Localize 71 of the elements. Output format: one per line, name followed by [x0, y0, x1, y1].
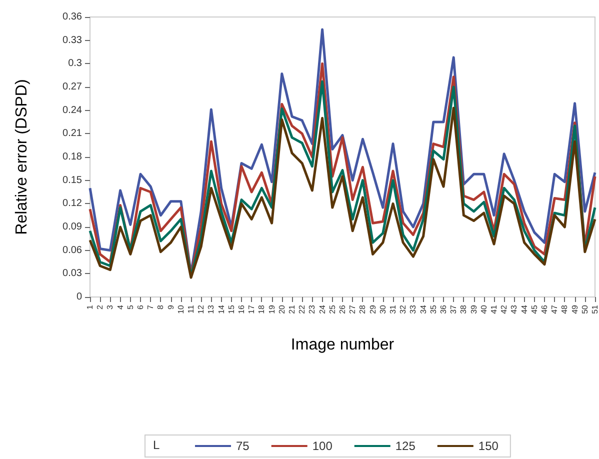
x-tick-label: 12 — [196, 304, 206, 314]
y-tick-label: 0.24 — [62, 104, 82, 116]
legend-label: 100 — [312, 439, 333, 453]
x-tick-label: 29 — [368, 304, 378, 314]
y-tick-label: 0.06 — [62, 244, 82, 256]
x-tick-label: 7 — [146, 304, 156, 310]
x-tick-label: 43 — [510, 304, 519, 314]
x-tick-label: 10 — [176, 304, 186, 314]
x-tick-label: 30 — [378, 304, 388, 314]
x-tick-label: 27 — [348, 304, 358, 314]
x-tick-label: 40 — [479, 304, 488, 314]
x-tick-label: 18 — [257, 304, 266, 314]
x-tick-label: 23 — [308, 304, 317, 314]
x-tick-label: 26 — [338, 304, 347, 314]
x-tick-label: 44 — [520, 304, 529, 314]
legend-label: 75 — [236, 439, 250, 453]
x-tick-label: 46 — [540, 304, 549, 314]
x-tick-label: 15 — [226, 304, 236, 314]
x-tick-label: 17 — [247, 304, 256, 314]
legend-label: 150 — [478, 439, 499, 453]
y-tick-label: 0 — [76, 292, 82, 302]
x-tick-label: 51 — [590, 304, 599, 314]
x-tick-label: 13 — [206, 304, 216, 314]
x-tick-label: 47 — [550, 304, 560, 314]
y-tick-label: 0.09 — [62, 222, 82, 232]
y-tick-label: 0.3 — [68, 58, 82, 70]
x-tick-label: 21 — [288, 304, 296, 314]
x-tick-label: 50 — [580, 304, 590, 314]
x-tick-label: 48 — [560, 304, 570, 314]
x-axis-title: Image number — [290, 336, 395, 354]
x-tick-label: 16 — [237, 304, 246, 314]
x-tick-label: 6 — [136, 304, 145, 310]
y-tick-label: 0.27 — [62, 82, 82, 92]
y-tick-label: 0.36 — [62, 12, 82, 22]
x-tick-label: 45 — [530, 304, 539, 314]
x-tick-label: 1 — [86, 304, 94, 310]
x-tick-label: 42 — [500, 304, 509, 314]
x-tick-label: 25 — [328, 304, 337, 314]
x-tick-label: 4 — [116, 304, 125, 310]
x-tick-label: 3 — [106, 304, 115, 310]
y-tick-label: 0.21 — [62, 128, 82, 140]
legend-label: 125 — [395, 439, 416, 453]
x-tick-label: 38 — [459, 304, 468, 314]
x-tick-label: 8 — [156, 304, 166, 310]
x-tick-label: 49 — [570, 304, 580, 314]
y-tick-label: 0.03 — [62, 268, 82, 280]
y-tick-label: 0.12 — [62, 198, 82, 210]
x-tick-label: 5 — [126, 304, 135, 310]
y-axis-title: Relative error (DSPD) — [14, 79, 30, 235]
legend-title: L — [153, 438, 160, 452]
x-tick-label: 11 — [186, 304, 196, 314]
x-tick-label: 35 — [428, 304, 438, 314]
y-tick-label: 0.33 — [62, 34, 82, 46]
x-tick-label: 20 — [277, 304, 286, 314]
x-tick-label: 28 — [358, 304, 368, 314]
x-tick-label: 32 — [398, 304, 408, 314]
x-tick-label: 2 — [96, 304, 105, 310]
y-tick-label: 0.15 — [62, 174, 82, 186]
x-tick-label: 31 — [388, 304, 398, 314]
x-tick-label: 39 — [469, 304, 478, 314]
x-tick-label: 14 — [216, 304, 226, 314]
y-tick-label: 0.18 — [62, 152, 82, 162]
x-tick-label: 22 — [298, 304, 307, 314]
x-tick-label: 33 — [408, 304, 418, 314]
x-tick-label: 41 — [490, 304, 498, 314]
x-tick-label: 24 — [318, 304, 327, 314]
x-tick-label: 36 — [439, 304, 448, 314]
x-tick-label: 37 — [449, 304, 458, 314]
x-tick-label: 34 — [418, 304, 428, 314]
x-tick-label: 9 — [166, 304, 176, 310]
x-tick-label: 19 — [267, 304, 276, 314]
